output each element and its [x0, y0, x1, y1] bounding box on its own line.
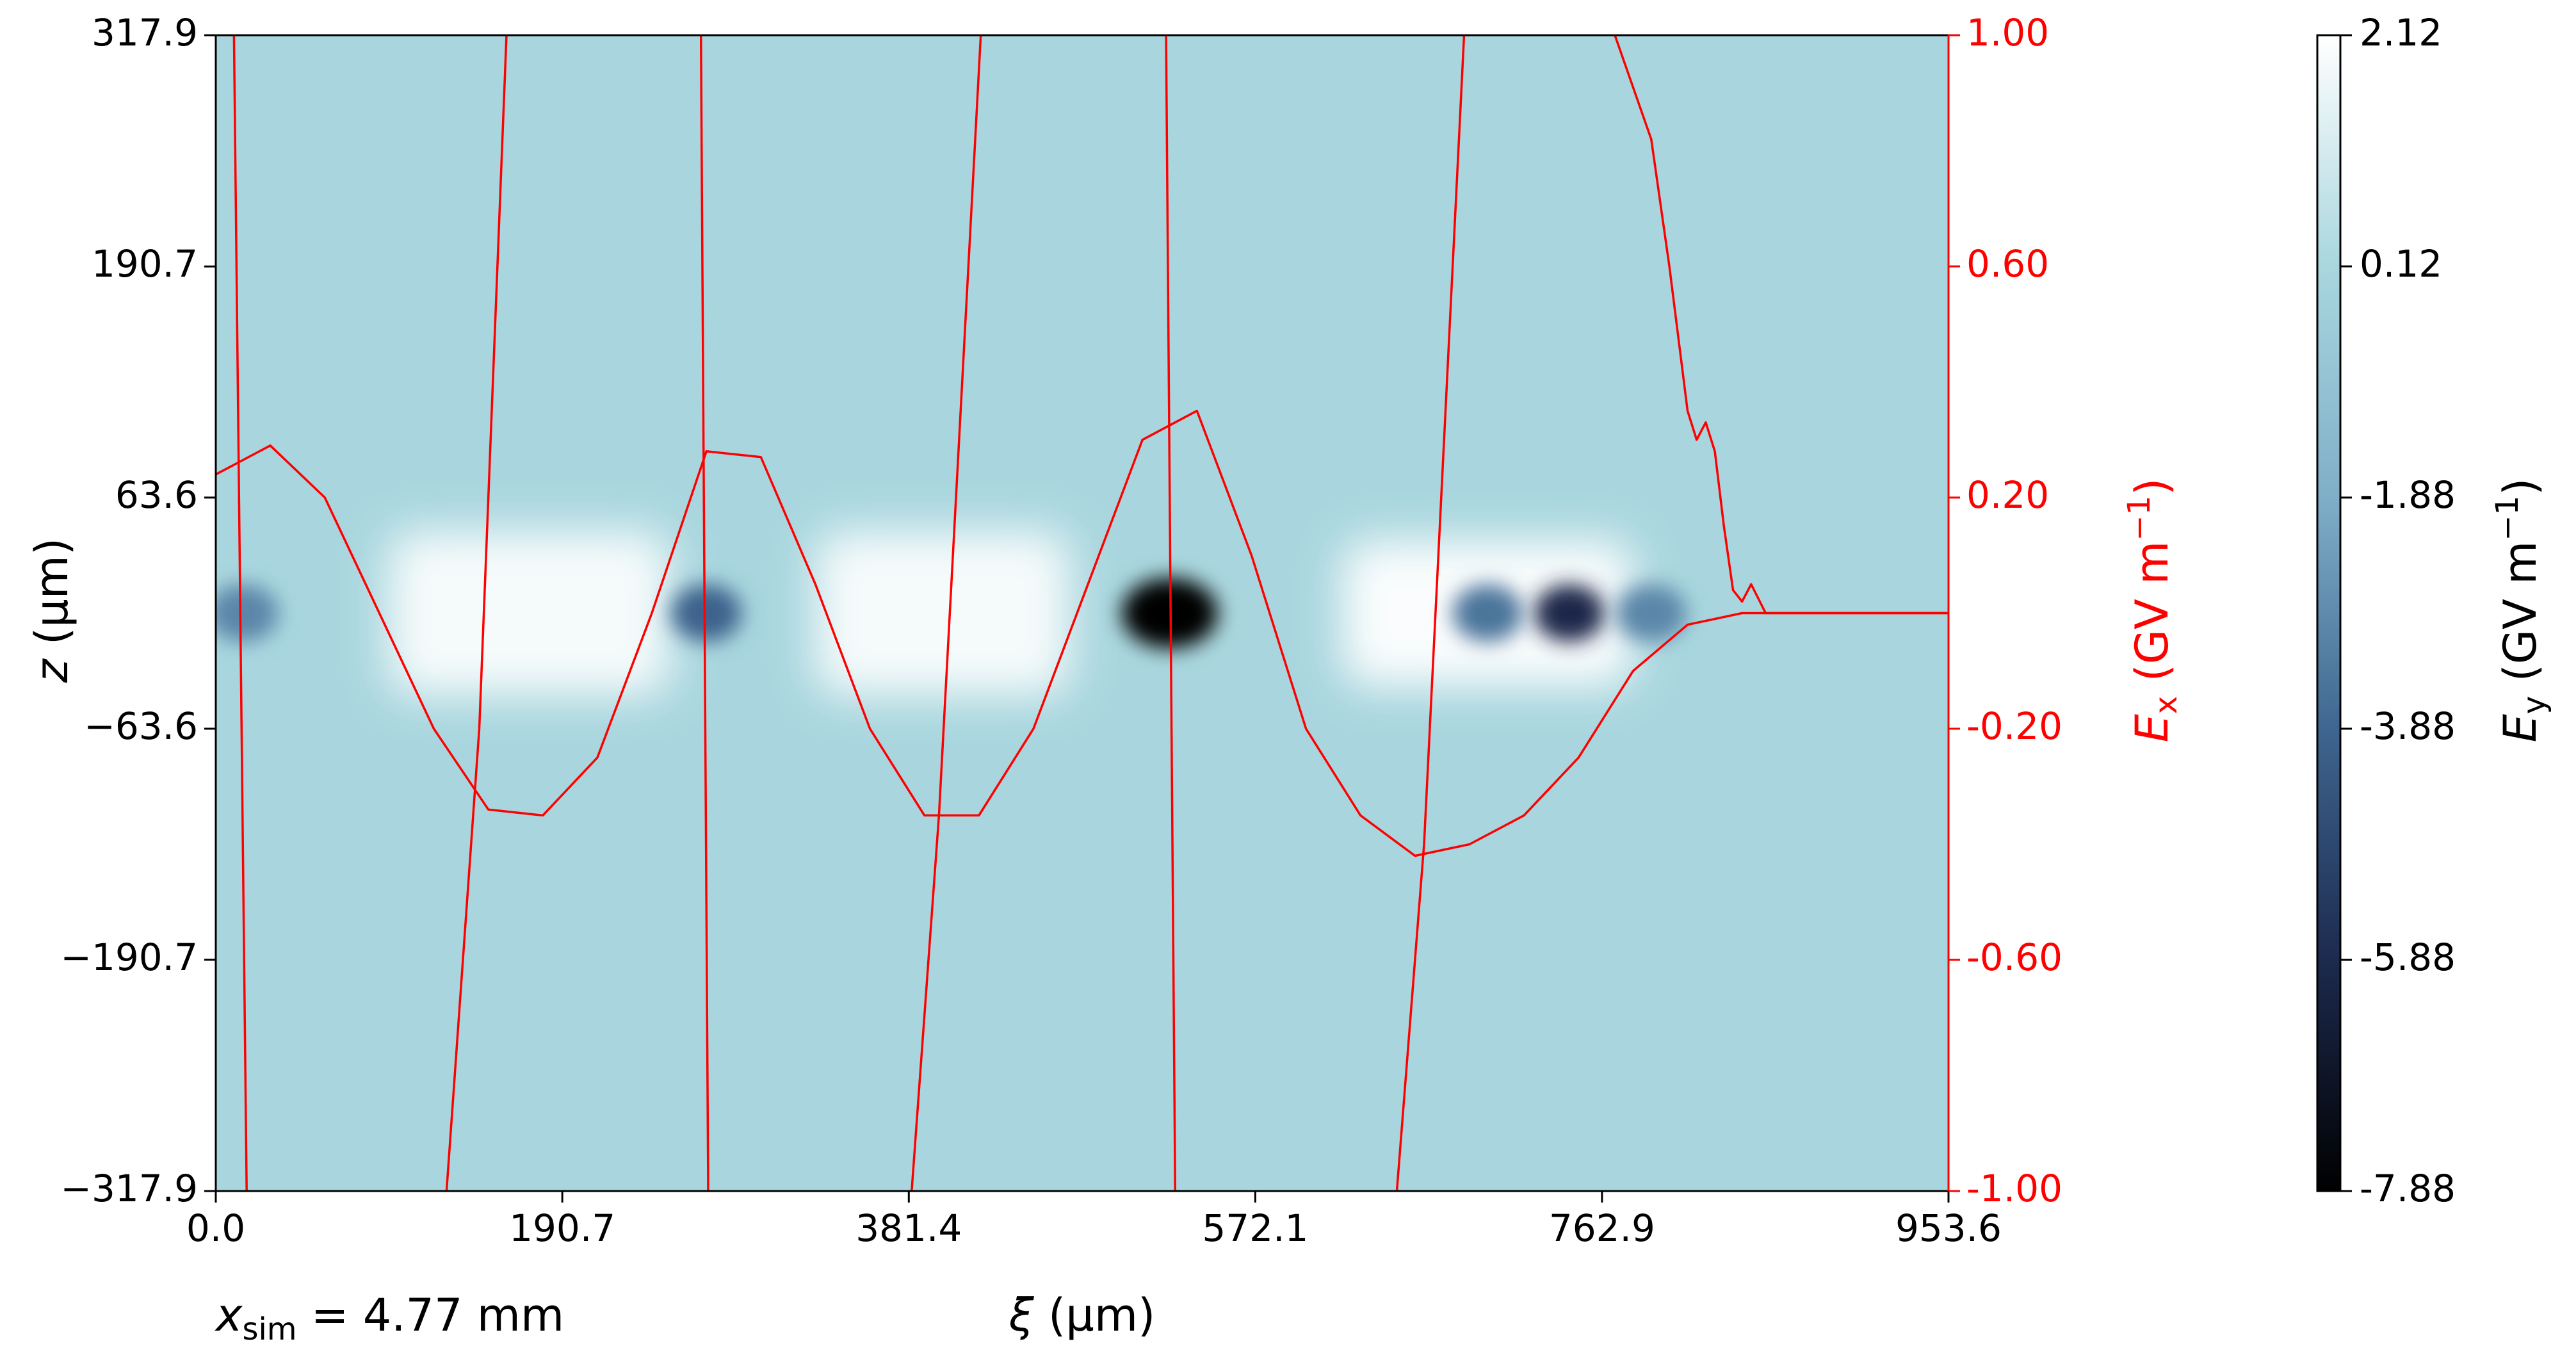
- ex-series-line-4: [699, 35, 709, 1191]
- right-axis-label: Ex (GV m−1): [2121, 478, 2184, 743]
- ex-series-line-6: [1165, 35, 1177, 1191]
- colorbar-tick-label: -5.88: [2360, 936, 2456, 979]
- ex-series-line-5: [911, 35, 982, 1191]
- ex-series-line-7: [1395, 35, 1466, 1191]
- y-tick-label: −63.6: [84, 704, 198, 748]
- x-axis-ticks: 0.0 190.7 381.4 572.1 762.9 953.6: [186, 1191, 2002, 1250]
- x-tick-label: 762.9: [1549, 1206, 1655, 1250]
- ex-lineouts: [216, 35, 1948, 1191]
- colorbar-tick-label: -1.88: [2360, 473, 2456, 517]
- x-tick-label: 381.4: [855, 1206, 962, 1250]
- ex-series-line-2: [232, 35, 248, 1191]
- colorbar-scale: [2316, 34, 2342, 1192]
- right-axis-tick-label: 0.20: [1966, 473, 2049, 517]
- y-axis-ticks: −317.9 −190.7 −63.6 63.6 190.7 317.9: [60, 11, 216, 1210]
- y-tick-label: 63.6: [115, 473, 198, 517]
- right-axis-tick-label: 0.60: [1966, 242, 2049, 286]
- x-tick-label: 0.0: [186, 1206, 245, 1250]
- ex-series-line-1: [1614, 35, 1948, 615]
- colorbar-tick-label: 2.12: [2360, 11, 2442, 54]
- right-axis-tick-label: -0.20: [1966, 704, 2062, 748]
- y-tick-label: −317.9: [60, 1167, 198, 1210]
- colorbar-tick-label: -3.88: [2360, 704, 2456, 748]
- heatmap-dark-spot: [216, 584, 279, 642]
- colorbar: -7.88 -5.88 -3.88 -1.88 0.12 2.12 Ey (GV m−1): [2316, 11, 2552, 1210]
- y-tick-label: −190.7: [60, 936, 198, 979]
- heatmap-dark-spot: [1452, 584, 1523, 642]
- colorbar-ticks: -7.88 -5.88 -3.88 -1.88 0.12 2.12: [2340, 11, 2456, 1210]
- heatmap-dark-spot: [1534, 584, 1605, 642]
- ex-series-line-0: [216, 409, 1948, 857]
- y-tick-label: 317.9: [92, 11, 198, 54]
- right-axis-tick-label: -0.60: [1966, 936, 2062, 979]
- x-axis-label: ξ (µm): [1009, 1289, 1156, 1342]
- x-tick-label: 190.7: [509, 1206, 615, 1250]
- x-tick-label: 953.6: [1895, 1206, 2002, 1250]
- right-axis-tick-label: -1.00: [1966, 1167, 2062, 1210]
- right-axis-tick-label: 1.00: [1966, 11, 2049, 54]
- colorbar-tick-label: -7.88: [2360, 1167, 2456, 1210]
- heatmap: [216, 35, 1948, 1191]
- colorbar-tick-label: 0.12: [2360, 242, 2442, 286]
- y-axis-label: z (µm): [26, 538, 78, 683]
- x-tick-label: 572.1: [1202, 1206, 1308, 1250]
- y-tick-label: 190.7: [92, 242, 198, 286]
- right-axis-ticks: -1.00 -0.60 -0.20 0.20 0.60 1.00: [1947, 11, 2062, 1210]
- heatmap-dark-spot: [671, 584, 742, 642]
- colorbar-label: Ey (GV m−1): [2490, 478, 2552, 743]
- ex-series-line-3: [445, 35, 508, 1191]
- simulation-position-annotation: xsim = 4.77 mm: [215, 1289, 564, 1347]
- heatmap-bright-region: [388, 531, 670, 695]
- heatmap-dark-spot: [1616, 584, 1687, 642]
- heatmap-bright-region: [815, 531, 1070, 695]
